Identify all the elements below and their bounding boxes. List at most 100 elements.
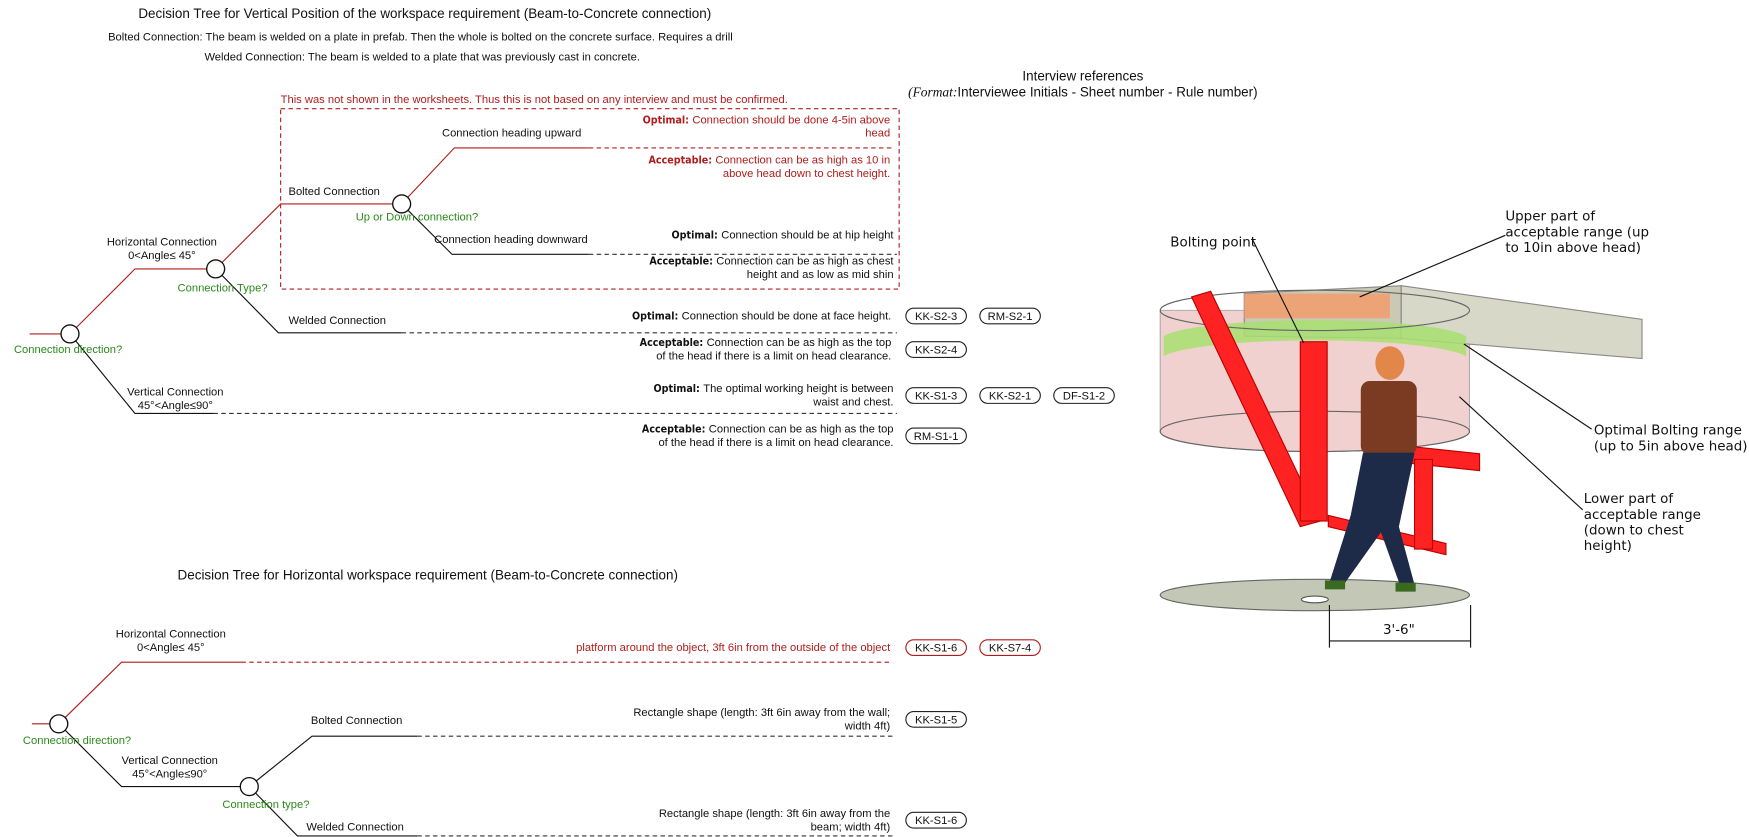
ref-pill [979,639,1041,657]
figure-label: Lower part of [1584,492,1674,507]
outcome-line: waist and chest. [812,397,893,409]
outcome-text: head [865,128,890,140]
outcome-label: Optimal: [643,113,689,126]
refs-format: (Format:Interviewee Initials - Sheet num… [908,84,1258,99]
outcome-text: width 4ft) [844,720,891,732]
outcome-label: Optimal: [632,309,678,322]
title: Decision Tree for Vertical Position of t… [138,6,711,21]
figure-label: (down to chest [1584,523,1684,538]
outcome-line: height and as low as mid shin [747,269,894,281]
branch-label: Bolted Connection [311,715,402,727]
outcome-line: Rectangle shape (length: 3ft 6in away fr… [659,808,890,820]
outcome-text: Rectangle shape (length: 3ft 6in away fr… [633,707,890,719]
ref-pill [905,710,967,728]
question: Connection type? [222,799,309,811]
outcome-text: Acceptable: Connection can be as high as … [640,336,892,349]
ref-label: KK-S7-4 [989,643,1031,655]
question: Connection direction? [14,344,122,356]
question: Up or Down connection? [356,212,479,224]
ref-label: DF-S1-2 [1063,390,1105,402]
outcome-label: Acceptable: [649,254,713,267]
workspace-figure [1159,234,1643,648]
note: Welded Connection: The beam is welded to… [204,52,640,64]
branch-label: Bolted Connection [288,186,379,198]
title: Decision Tree for Horizontal workspace r… [178,567,678,582]
outcome-text: Acceptable: Connection can be as high as … [649,254,894,267]
outcome-line: Rectangle shape (length: 3ft 6in away fr… [633,707,890,719]
outcome-text: Optimal: Connection should be done at fac… [632,309,891,322]
outcome-label: Optimal: [672,229,718,242]
outcome-line: above head down to chest height. [723,168,890,180]
ref-pill [1053,387,1115,404]
ref-label: KK-S1-6 [915,815,957,827]
outcome-line: width 4ft) [844,720,891,732]
unconfirmed-box [280,108,900,290]
dimension-label: 3'-6" [1383,623,1415,638]
branch-label: Horizontal Connection [116,629,226,641]
outcome-line: of the head if there is a limit on head … [658,437,893,449]
figure-label: height) [1584,539,1632,554]
outcome-line: of the head if there is a limit on head … [656,351,891,363]
outcome-line: Connection should be at hip height [721,230,894,242]
outcome-text: Acceptable: Connection can be as high as … [649,154,891,167]
outcome-text: of the head if there is a limit on head … [658,437,893,449]
format-text: Interviewee Initials - Sheet number - Ru… [957,84,1257,99]
ref-pill [905,427,967,445]
outcome-line: Connection can be as high as chest [716,255,894,267]
ref-pill [905,639,967,657]
outcome-text: Optimal: Connection should be done 4-5in … [643,113,891,126]
outcome-line: Connection can be as high as the top [707,337,892,349]
figure-label: Upper part of [1505,210,1595,225]
ref-pill [905,387,967,404]
outcome-label: Acceptable: [640,336,704,349]
figure-label: acceptable range (up [1505,225,1649,240]
format-label: (Format: [908,84,957,99]
outcome-text: beam; width 4ft) [811,821,891,833]
outcome-line: Connection should be done at face height… [682,310,892,322]
figure-label: acceptable range [1584,508,1701,523]
figure-label: Bolting point [1170,236,1256,251]
figure-label: Optimal Bolting range [1594,424,1742,439]
branch-label: 0<Angle≤ 45° [128,250,196,262]
outcome-label: Acceptable: [649,154,713,167]
ref-label: KK-S1-6 [915,643,957,655]
outcome-label: Optimal: [654,382,700,395]
ref-pill [905,811,967,829]
outcome-text: waist and chest. [812,397,893,409]
ref-pill [905,307,967,325]
outcome-line: Connection can be as high as the top [709,424,894,436]
tree-lines [31,661,893,837]
outcome-text: height and as low as mid shin [747,269,894,281]
ref-pill [979,307,1041,325]
outcome-line: Connection should be done 4-5in above [692,114,890,126]
outcome-text: Acceptable: Connection can be as high as … [642,423,894,436]
ref-label: KK-S1-3 [915,390,957,402]
ref-label: RM-S1-1 [914,431,959,443]
outcome-text: Optimal: Connection should be at hip heig… [672,229,895,242]
ref-label: KK-S2-1 [989,390,1031,402]
branch-label: Vertical Connection [127,387,223,399]
branch-label: Horizontal Connection [107,236,217,248]
outcome-text: above head down to chest height. [723,168,890,180]
outcome-text: of the head if there is a limit on head … [656,351,891,363]
ref-label: KK-S1-5 [915,714,957,726]
branch-label: Vertical Connection [122,755,218,767]
outcome-line: The optimal working height is between [703,383,893,395]
outcome-line: head [865,128,890,140]
outcome-text: Optimal: The optimal working height is be… [654,382,894,395]
branch-label: Connection heading downward [434,234,588,246]
outcome-text: platform around the object, 3ft 6in from… [576,642,891,654]
outcome-text: Rectangle shape (length: 3ft 6in away fr… [659,808,890,820]
question: Connection direction? [23,735,131,747]
branch-label: 45°<Angle≤90° [132,769,207,781]
ref-label: KK-S2-4 [915,345,957,357]
ref-label: KK-S2-3 [915,311,957,323]
outcome-line: Connection can be as high as 10 in [715,155,890,167]
figure-label: (up to 5in above head) [1594,439,1748,454]
note: Bolted Connection: The beam is welded on… [108,31,733,43]
refs-title: Interview references [1022,69,1143,84]
ref-pill [979,387,1041,404]
unconfirmed-note: This was not shown in the worksheets. Th… [281,94,788,106]
branch-label: 0<Angle≤ 45° [137,642,205,654]
